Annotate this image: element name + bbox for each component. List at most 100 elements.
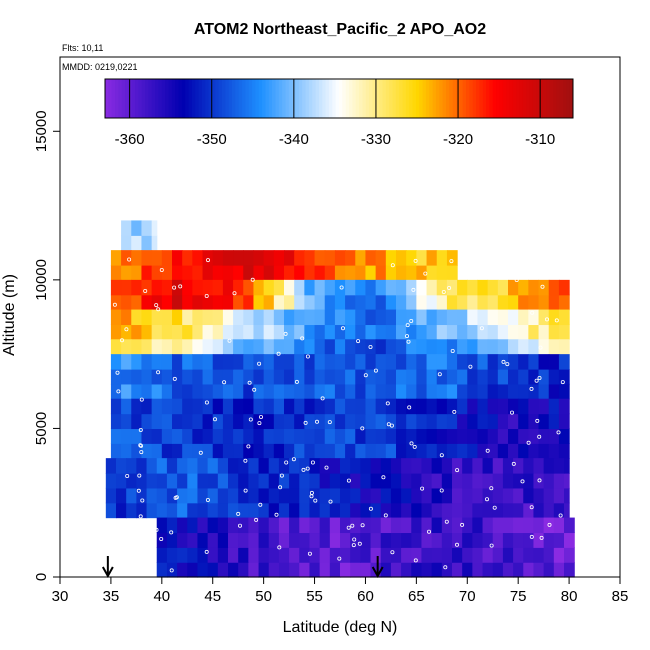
heatmap-cell [426,250,438,266]
heatmap-cell [177,532,188,548]
sample-point [178,284,183,289]
colorbar-segment [479,79,484,118]
heatmap-cell [116,458,127,474]
heatmap-cell [319,473,331,489]
heatmap-cell [192,279,204,296]
heatmap-cell [553,562,565,578]
sample-point [449,259,454,264]
heatmap-cell [182,413,193,430]
heatmap-cell [172,413,183,430]
heatmap-cell [390,458,402,474]
heatmap-cell [487,279,499,296]
heatmap-cell [365,413,377,430]
heatmap-cell [319,487,331,504]
heatmap-cell [304,279,316,296]
heatmap-cell [121,265,132,281]
heatmap-cell [182,324,193,340]
heatmap-cell [538,413,550,430]
heatmap-cell [151,235,158,251]
heatmap-cell [284,369,295,385]
x-tick-label: 65 [408,588,425,605]
sample-point [159,267,164,272]
colorbar-segment [385,79,390,118]
heatmap-cell [553,532,565,548]
heatmap-cell [187,458,199,474]
heatmap-cell [497,354,509,370]
heatmap-cell [365,265,377,281]
heatmap-cell [533,532,545,548]
sample-point [514,277,519,282]
heatmap-cell [406,383,417,400]
sample-point [156,370,161,375]
heatmap-cell [406,279,417,296]
heatmap-cell [396,369,407,385]
sample-point [547,522,552,527]
sample-point [112,302,117,307]
colorbar-segment [359,79,363,118]
heatmap-cell [172,398,183,415]
heatmap-cell [268,487,280,504]
sample-point [212,417,217,422]
colorbar-segment [312,79,317,118]
colorbar-segment [472,79,477,118]
heatmap-cell [314,354,326,370]
heatmap-cell [355,354,367,370]
sample-point [484,497,489,502]
heatmap-cell [564,473,570,489]
heatmap-cell [289,562,300,578]
heatmap-cell [350,517,361,534]
heatmap-cell [314,250,326,266]
heatmap-cell [314,428,326,444]
colorbar-segment [435,79,440,118]
sample-point [537,478,542,483]
heatmap-cell [324,443,336,459]
heatmap-cell [528,279,540,296]
sample-point [460,522,465,527]
heatmap-cell [151,443,163,459]
colorbar-segment [158,79,163,118]
heatmap-cell [182,279,193,296]
heatmap-cell [528,383,540,400]
heatmap-cell [518,354,529,370]
heatmap-cell [151,220,158,236]
colorbar-frame [104,78,574,119]
sample-point [294,379,299,384]
heatmap-cell [533,502,545,519]
heatmap-cell [278,562,290,578]
heatmap-cell [243,383,255,400]
sample-point [514,263,519,268]
colorbar-segment [556,79,561,118]
heatmap-cell [462,517,473,534]
heatmap-cell [156,517,168,534]
heatmap-cell [345,443,356,459]
heatmap-cell [233,443,244,459]
sample-point [351,543,356,548]
heatmap-cell [401,458,412,474]
heatmap-cell [309,487,321,504]
colorbar-segment [502,79,507,118]
heatmap-cell [497,413,509,430]
colorbar-segment [232,79,236,118]
heatmap-cell [197,487,209,504]
heatmap-cell [426,265,438,281]
sample-point [139,397,144,402]
heatmap-cell [472,562,484,578]
heatmap-cell [136,502,148,519]
heatmap-cell [421,532,433,548]
sample-point [545,317,550,322]
heatmap-cell [284,383,295,400]
colorbar-segment [492,79,497,118]
heatmap-cell [558,279,570,296]
heatmap-cell [284,443,295,459]
colorbar-segment [372,79,377,118]
colorbar-segment [559,79,564,118]
sample-point [204,400,209,405]
sample-point [381,475,386,480]
heatmap-cell [487,354,499,370]
heatmap-cell [131,383,143,400]
sample-point [530,310,535,315]
heatmap-cell [248,473,260,489]
heatmap-cell [212,413,224,430]
heatmap-cell [482,562,494,578]
heatmap-cell [492,487,504,504]
